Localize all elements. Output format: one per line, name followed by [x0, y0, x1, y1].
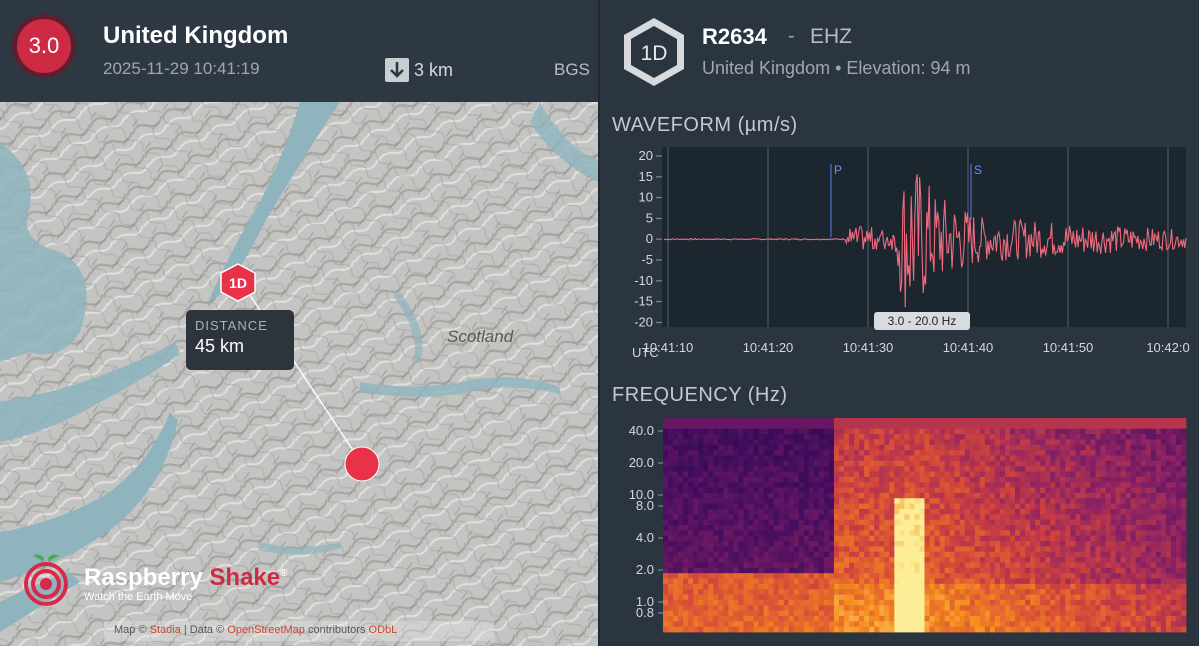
svg-text:1D: 1D [641, 42, 668, 65]
svg-text:1D: 1D [229, 275, 247, 291]
frequency-y-tick: 20.0 [629, 455, 654, 470]
frequency-y-tick: 40.0 [629, 423, 654, 438]
svg-text:P: P [834, 163, 842, 177]
waveform-y-tick: 15 [639, 169, 653, 184]
station-code: R2634 [702, 24, 767, 49]
frequency-y-tick: 10.0 [629, 487, 654, 502]
terrain-map[interactable]: 1D [0, 102, 598, 646]
map-attribution: Map © Stadia | Data © OpenStreetMap cont… [104, 621, 494, 641]
attribution-link-stadia[interactable]: Stadia [149, 624, 181, 636]
event-datetime: 2025-11-29 10:41:19 [103, 59, 260, 78]
frequency-y-tick: 1.0 [636, 594, 654, 609]
frequency-title: FREQUENCY (Hz) [612, 384, 788, 406]
arrow-down-icon [385, 58, 409, 82]
event-region: United Kingdom [103, 22, 289, 49]
waveform-x-tick: 10:42:0 [1146, 340, 1189, 355]
filter-band-label: 3.0 - 20.0 Hz [874, 312, 970, 330]
waveform-y-tick: 0 [646, 231, 653, 246]
raspberry-logo-icon [24, 554, 68, 606]
svg-text:S: S [974, 163, 982, 177]
waveform-x-tick: 10:41:30 [843, 340, 894, 355]
depth-info: 3 km [385, 58, 453, 82]
station-panel: 1D R2634 - EHZ United Kingdom • Elevatio… [600, 0, 1199, 646]
waveform-x-tick: 10:41:50 [1043, 340, 1094, 355]
raspberry-shake-logo[interactable]: Raspberry Shake® Watch the Earth Move [24, 552, 288, 608]
station-location: United Kingdom [702, 58, 831, 78]
waveform-y-tick: -5 [641, 252, 653, 267]
waveform-y-tick: 5 [646, 210, 653, 225]
depth-value: 3 km [414, 59, 454, 80]
attribution-link-odbl[interactable]: ODbL [368, 624, 398, 636]
distance-title: DISTANCE [195, 318, 268, 333]
station-elevation: Elevation: 94 m [846, 58, 971, 78]
waveform-chart[interactable]: 20 15 10 5 0 -5 -10 -15 -20 10:41:10 10:41:20 10:4… [600, 140, 1199, 370]
magnitude-badge: 3.0 [12, 14, 76, 78]
attribution-link-osm[interactable]: OpenStreetMap [227, 624, 305, 636]
waveform-x-tick: 10:41:20 [743, 340, 794, 355]
waveform-x-tick: 10:41:10 [643, 340, 694, 355]
panel-divider [598, 0, 600, 646]
region-map-label: Scotland [447, 327, 514, 346]
waveform-y-tick: -20 [634, 314, 653, 329]
logo-tagline: Watch the Earth Move [84, 591, 193, 603]
frequency-y-tick: 4.0 [636, 530, 654, 545]
waveform-y-tick: 10 [639, 190, 653, 205]
svg-text:UTC: UTC [632, 345, 659, 360]
waveform-y-tick: 20 [639, 148, 653, 163]
waveform-x-tick: 10:41:40 [943, 340, 994, 355]
waveform-title: WAVEFORM (µm/s) [612, 114, 798, 136]
frequency-y-tick: 8.0 [636, 498, 654, 513]
event-panel: 3.0 United Kingdom 2025-11-29 10:41:19 3… [0, 0, 598, 646]
distance-tooltip: DISTANCE 45 km [186, 310, 294, 370]
station-badge-icon: 1D [624, 18, 684, 86]
waveform-y-tick: -10 [634, 273, 653, 288]
frequency-y-tick: 2.0 [636, 562, 654, 577]
station-marker[interactable]: 1D [220, 263, 256, 302]
spectrogram-chart[interactable]: 40.0 20.0 10.08.0 4.0 2.0 1.00.8 [600, 410, 1199, 640]
map-view[interactable]: 1D Scotland DISTANCE 45 km Raspberry Sha… [0, 102, 598, 646]
agency-label: BGS [554, 60, 590, 79]
event-header[interactable]: 3.0 United Kingdom 2025-11-29 10:41:19 3… [0, 0, 598, 102]
magnitude-value: 3.0 [28, 33, 60, 58]
logo-name: Raspberry Shake® [84, 564, 288, 591]
station-separator: - [788, 25, 795, 47]
distance-value: 45 km [195, 336, 245, 356]
waveform-y-tick: -15 [634, 294, 653, 309]
station-channel: EHZ [810, 25, 852, 48]
epicenter-marker[interactable] [344, 446, 380, 482]
station-meta: United Kingdom • Elevation: 94 m [702, 58, 971, 78]
frequency-y-tick: 0.8 [636, 605, 654, 620]
